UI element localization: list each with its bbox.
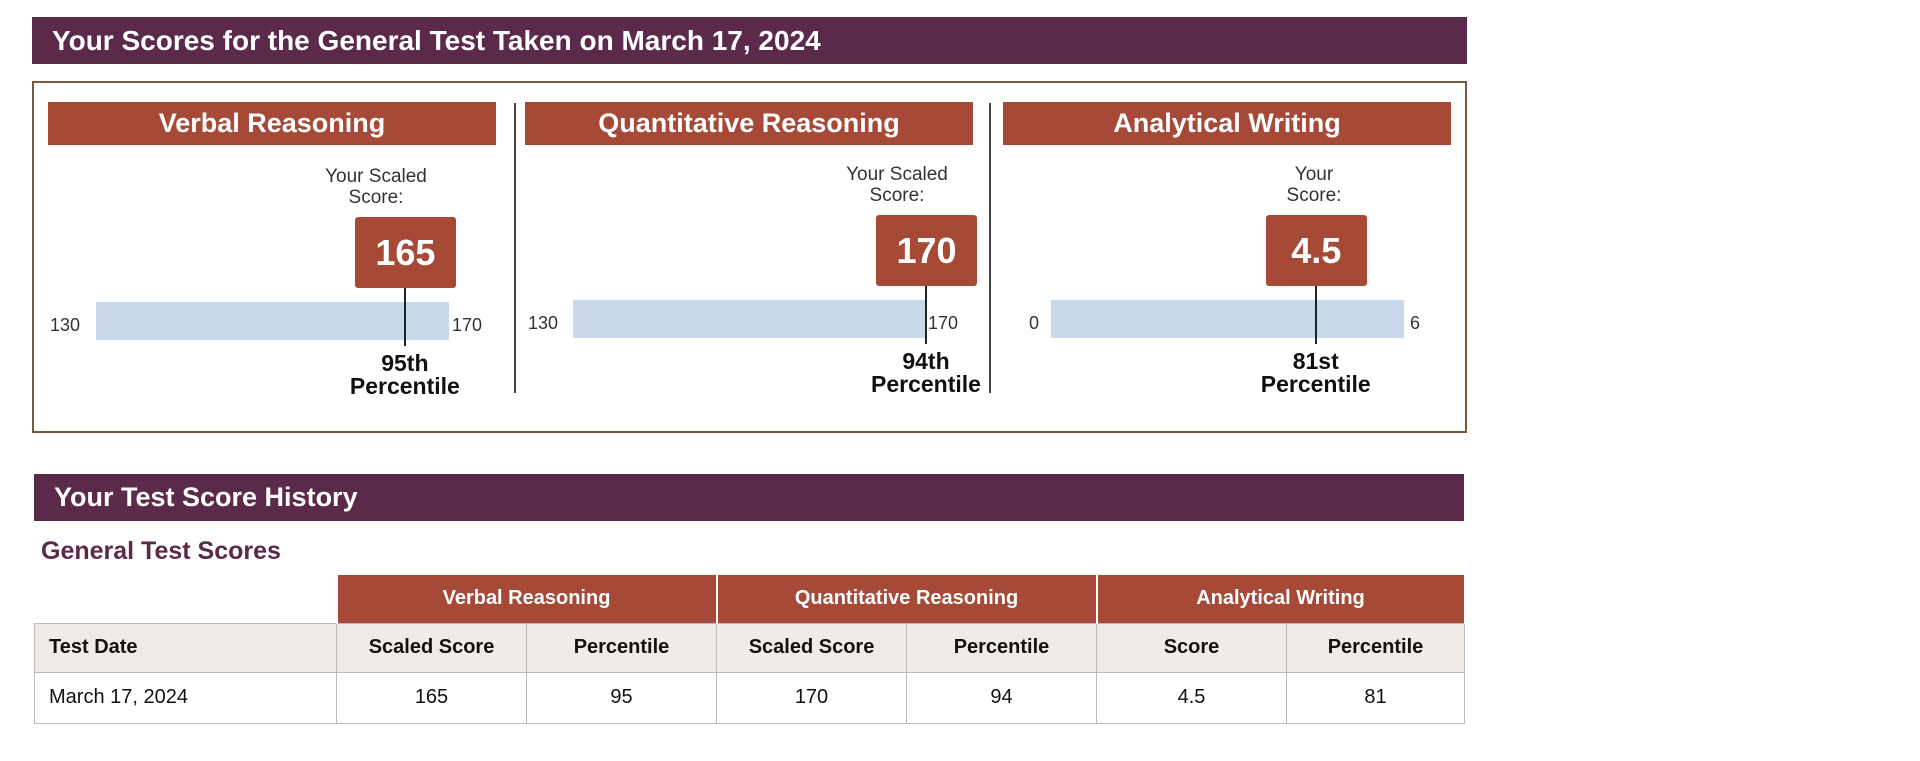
- group-header-verbal: Verbal Reasoning: [335, 575, 718, 623]
- score-bar: [96, 302, 449, 340]
- score-badge: 170: [876, 215, 977, 286]
- panel-divider: [989, 103, 991, 393]
- score-summary: Verbal Reasoning Your Scaled Score: 165 …: [32, 81, 1467, 433]
- column-header: Percentile: [526, 622, 717, 673]
- score-caption: Your Scaled Score:: [325, 166, 427, 208]
- score-marker: [403, 288, 406, 346]
- percentile-rank: 81st: [1292, 348, 1339, 374]
- score-marker: [1314, 286, 1317, 344]
- percentile-label: 81st Percentile: [1216, 350, 1416, 396]
- percentile-rank: 95th: [381, 350, 429, 376]
- panel-verbal: Verbal Reasoning Your Scaled Score: 165 …: [34, 83, 496, 433]
- scale-max: 6: [1410, 313, 1421, 333]
- group-header-quantitative: Quantitative Reasoning: [715, 575, 1098, 623]
- scale-max: 170: [452, 315, 483, 335]
- history-subtitle: General Test Scores: [41, 537, 281, 565]
- table-cell: 170: [716, 671, 907, 724]
- table-cell: March 17, 2024: [34, 671, 337, 724]
- score-history-table: Verbal Reasoning Quantitative Reasoning …: [34, 575, 1466, 724]
- percentile-rank: 94th: [902, 348, 950, 374]
- score-marker: [925, 286, 927, 344]
- table-column-header: Test Date Scaled Score Percentile Scaled…: [34, 622, 1465, 673]
- score-bar: [573, 300, 926, 338]
- scores-banner: Your Scores for the General Test Taken o…: [32, 17, 1467, 64]
- column-header: Score: [1096, 622, 1287, 673]
- table-corner: [34, 575, 337, 623]
- column-header: Test Date: [34, 622, 337, 673]
- scale-min: 130: [50, 315, 81, 335]
- column-header: Percentile: [906, 622, 1097, 673]
- panel-analytical: Analytical Writing Your Score: 4.5 0 6 8…: [989, 83, 1451, 433]
- panel-title: Quantitative Reasoning: [525, 102, 973, 145]
- table-cell: 81: [1286, 671, 1465, 724]
- group-header-analytical: Analytical Writing: [1095, 575, 1466, 623]
- score-bar: [1051, 300, 1404, 338]
- panel-divider: [514, 103, 516, 393]
- score-badge: 4.5: [1265, 215, 1367, 286]
- percentile-word: Percentile: [1260, 371, 1371, 397]
- table-cell: 4.5: [1096, 671, 1287, 724]
- percentile-word: Percentile: [349, 373, 460, 399]
- scale-min: 130: [528, 313, 559, 333]
- scale-min: 0: [1029, 313, 1040, 333]
- panel-title: Verbal Reasoning: [48, 102, 496, 145]
- table-row: March 17, 2024 165 95 170 94 4.5 81: [34, 671, 1465, 724]
- percentile-word: Percentile: [871, 371, 981, 397]
- column-header: Percentile: [1286, 622, 1465, 673]
- table-group-header: Verbal Reasoning Quantitative Reasoning …: [34, 575, 1466, 623]
- table-cell: 165: [336, 671, 527, 724]
- panel-quantitative: Quantitative Reasoning Your Scaled Score…: [511, 83, 981, 433]
- percentile-label: 95th Percentile: [305, 352, 505, 398]
- column-header: Scaled Score: [716, 622, 907, 673]
- score-badge: 165: [354, 217, 456, 288]
- history-banner: Your Test Score History: [34, 474, 1464, 521]
- table-cell: 94: [906, 671, 1097, 724]
- table-cell: 95: [526, 671, 717, 724]
- column-header: Scaled Score: [336, 622, 527, 673]
- panel-title: Analytical Writing: [1003, 102, 1451, 145]
- score-caption: Your Scaled Score:: [846, 164, 948, 206]
- score-caption: Your Score:: [1286, 164, 1342, 206]
- percentile-label: 94th Percentile: [826, 350, 1026, 396]
- scale-max: 170: [928, 313, 959, 333]
